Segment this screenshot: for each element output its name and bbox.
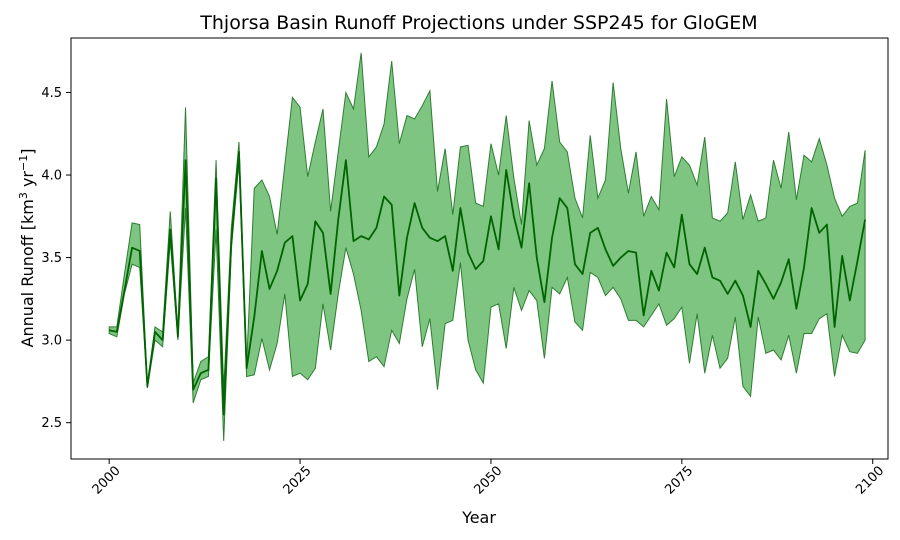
runoff-line	[108, 151, 866, 416]
plot-area	[108, 52, 866, 441]
y-axis-label-part: ]	[18, 149, 37, 155]
y-tick-label: 4.0	[41, 169, 62, 184]
y-axis-label-part: Annual Runoff [km	[18, 199, 37, 347]
y-tick-label: 4.5	[41, 86, 62, 101]
y-axis-label-part: −1	[17, 155, 30, 171]
y-axis-label-part: 3	[17, 192, 30, 199]
y-tick-label: 3.0	[41, 334, 62, 349]
y-axis-label: Annual Runoff [km3 yr−1]	[17, 149, 38, 348]
y-tick-label: 3.5	[41, 251, 62, 266]
y-axis-label-part: yr	[18, 171, 37, 193]
plot-frame	[70, 37, 889, 460]
y-tick-label: 2.5	[41, 416, 62, 431]
uncertainty-band	[108, 52, 866, 441]
chart-title: Thjorsa Basin Runoff Projections under S…	[199, 12, 757, 34]
x-axis-label: Year	[461, 508, 496, 527]
y-axis: 2.5 3.0 3.5 4.0 4.5	[41, 86, 71, 431]
